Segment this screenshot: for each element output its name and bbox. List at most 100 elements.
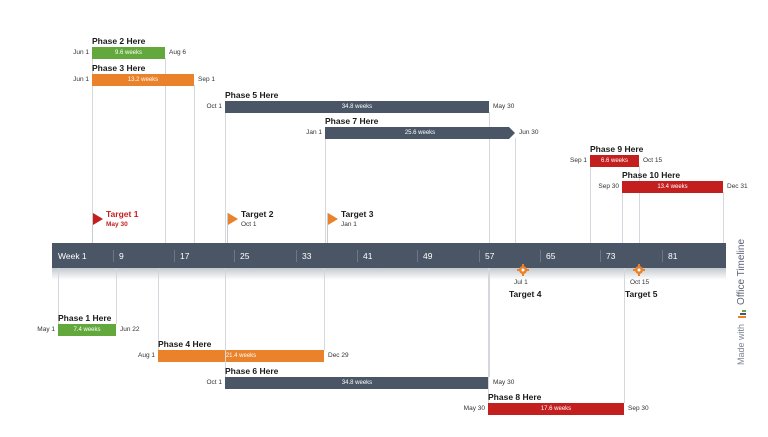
phase-duration: 34.8 weeks [341,104,373,110]
office-timeline-logo-icon [737,310,746,319]
watermark: Made with Office Timeline [736,215,750,365]
phase-start-date: Oct 1 [206,103,222,110]
milestone-pole [92,213,93,243]
phase-end-date: Sep 30 [628,405,649,412]
phase-bar: 34.8 weeks [225,377,489,389]
phase-guide-line [116,268,117,324]
scale-tick-label: Week 1 [58,251,87,261]
phase-guide-line [723,192,724,243]
phase-end-date: May 30 [493,103,515,110]
milestone-name: Target 1 [106,209,139,219]
milestone-date: Jan 1 [341,221,357,228]
flag-icon [228,213,238,225]
phase-guide-line [194,85,195,243]
scale-tick-label: 65 [546,251,556,261]
scale-tick-mark [662,250,663,262]
phase-duration: 13.2 weeks [127,77,159,83]
milestone-name: Target 3 [341,209,374,219]
phase-bar: 25.6 weeks [325,127,515,139]
scale-tick-label: 57 [485,251,495,261]
phase-guide-line [324,268,325,350]
phase-title: Phase 6 Here [225,366,279,376]
phase-end-date: Dec 29 [328,352,349,359]
phase-guide-line [639,166,640,243]
scale-tick-label: 73 [606,251,616,261]
phase-guide-line [488,268,489,403]
milestone-pole [327,213,328,243]
phase-end-date: Oct 15 [643,157,663,164]
scale-tick-label: 17 [180,251,190,261]
scale-tick-label: 49 [423,251,433,261]
phase-end-date: Aug 6 [169,49,186,56]
phase-start-date: Oct 1 [206,379,222,386]
phase-end-date: Dec 31 [727,183,748,190]
flag-icon [93,213,103,225]
phase-start-date: Sep 1 [570,157,587,164]
phase-start-date: May 1 [37,326,55,333]
phase-bar: 13.4 weeks [622,181,723,193]
phase-end-date: Jun 22 [120,326,140,333]
phase-start-date: Jan 1 [306,129,322,136]
phase-start-date: Aug 1 [138,352,155,359]
phase-start-date: Jun 1 [73,49,89,56]
milestone-date: Oct 15 [630,279,650,286]
phase-duration: 34.8 weeks [341,380,373,386]
watermark-prefix: Made with [736,323,746,365]
scale-tick-mark [296,250,297,262]
scale-tick-label: 33 [302,251,312,261]
scale-tick-mark [234,250,235,262]
phase-guide-line [489,268,490,377]
phase-guide-line [325,138,326,243]
scale-tick-label: 81 [668,251,678,261]
phase-title: Phase 5 Here [225,90,279,100]
phase-guide-line [515,138,516,243]
phase-guide-line [158,268,159,350]
flag-icon [328,213,338,225]
phase-guide-line [225,112,226,243]
phase-duration: 25.6 weeks [404,130,436,136]
phase-guide-line [225,268,226,377]
watermark-brand: Office Timeline [736,238,747,305]
milestone-date: Oct 1 [241,221,257,228]
scale-tick-label: 9 [119,251,124,261]
phase-end-date: Jun 30 [519,129,539,136]
phase-guide-line [590,166,591,243]
phase-bar: 17.6 weeks [488,403,624,415]
milestone-pole [227,213,228,243]
phase-bar: 6.6 weeks [590,155,639,167]
scale-tick-label: 41 [363,251,373,261]
scale-tick-mark [357,250,358,262]
phase-duration: 9.6 weeks [114,50,142,56]
phase-duration: 13.4 weeks [657,184,688,190]
phase-bar: 9.6 weeks [92,47,165,59]
phase-duration: 21.4 weeks [225,353,257,359]
milestone-name: Target 2 [241,209,274,219]
scale-tick-mark [417,250,418,262]
phase-duration: 6.6 weeks [600,158,628,164]
phase-guide-line [489,112,490,243]
scale-tick-label: 25 [240,251,250,261]
scale-tick-mark [174,250,175,262]
scale-tick-mark [113,250,114,262]
phase-title: Phase 8 Here [488,392,542,402]
milestone-name: Target 4 [509,289,542,299]
scale-shadow [52,268,726,280]
phase-title: Phase 2 Here [92,36,146,46]
phase-bar: 7.4 weeks [58,324,116,336]
phase-bar: 34.8 weeks [225,101,489,113]
phase-title: Phase 9 Here [590,144,644,154]
time-scale-bar [52,243,726,268]
phase-guide-line [92,85,93,243]
phase-bar: 21.4 weeks [158,350,324,362]
scale-tick-mark [600,250,601,262]
gear-icon [517,263,529,276]
scale-tick-mark [540,250,541,262]
gear-icon [633,263,645,276]
milestone-name: Target 5 [625,289,658,299]
phase-start-date: Sep 30 [598,183,619,190]
phase-guide-line [165,58,166,243]
phase-title: Phase 7 Here [325,116,379,126]
phase-guide-line [624,268,625,403]
milestone-date: May 30 [106,221,128,228]
